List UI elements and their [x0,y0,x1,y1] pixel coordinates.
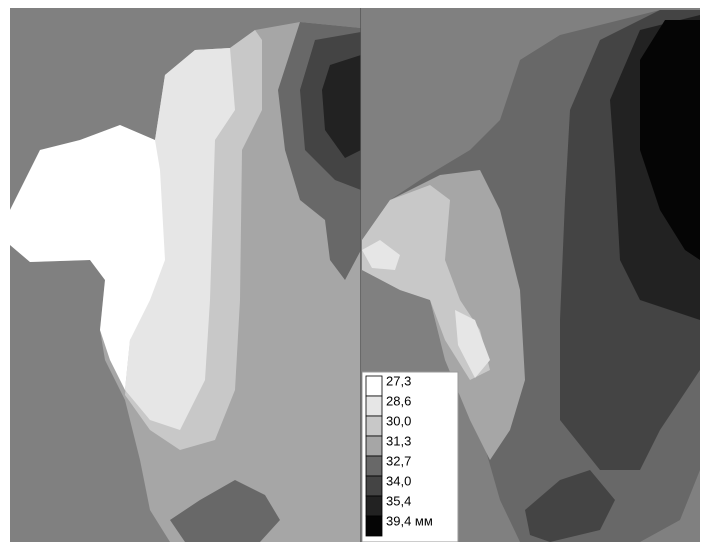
region [170,480,280,542]
legend-swatch [365,435,383,457]
legend-label: 31,3 [386,433,411,448]
legend-label: 28,6 [386,393,411,408]
region [525,470,615,542]
region [125,48,235,430]
region [322,55,361,158]
region [10,125,165,390]
legend-swatch [365,375,383,397]
legend-label: 34,0 [386,473,411,488]
right-map [362,8,700,542]
legend-swatch [365,475,383,497]
legend-swatch [365,395,383,417]
legend-label: 27,3 [386,373,411,388]
legend-swatch [365,515,383,537]
legend-label: 30,0 [386,413,411,428]
left-map [10,8,361,542]
region [362,240,490,378]
legend: 27,3 28,6 30,0 31,3 32,7 34,0 35,4 39,4 мм [361,371,459,542]
legend-label: 32,7 [386,453,411,468]
legend-swatch [365,495,383,517]
legend-label: 35,4 [386,493,411,508]
legend-swatch [365,455,383,477]
legend-swatch [365,415,383,437]
region [640,20,700,260]
legend-label: 39,4 мм [386,513,433,528]
